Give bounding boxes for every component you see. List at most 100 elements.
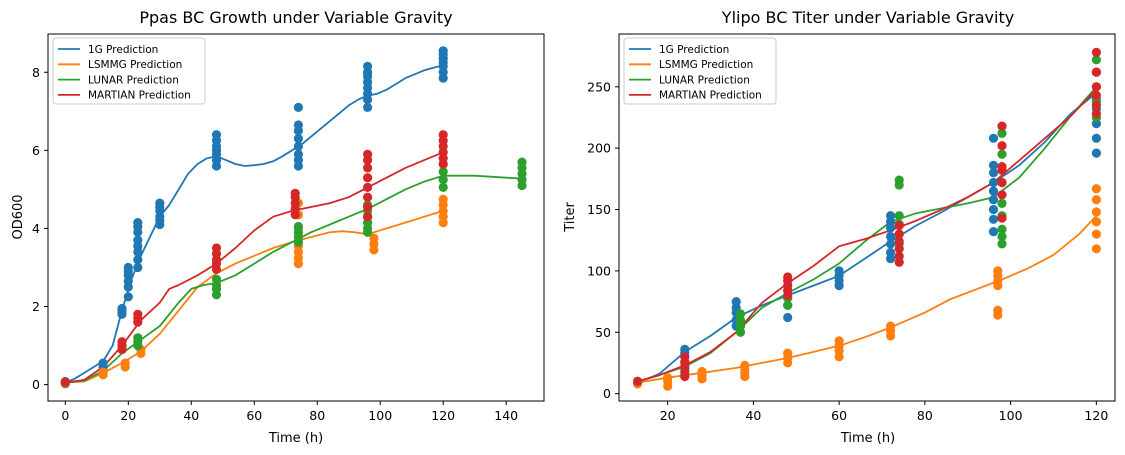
data-point	[735, 309, 746, 319]
data-point	[894, 229, 904, 239]
data-point	[1091, 195, 1101, 205]
data-point	[133, 309, 143, 319]
data-point	[894, 211, 904, 221]
x-tick-label: 60	[246, 408, 262, 423]
y-tick-label: 2	[32, 299, 40, 314]
data-point	[886, 247, 896, 258]
plot-frame	[618, 33, 1116, 402]
data-point	[363, 173, 373, 183]
x-axis-label: Time (h)	[268, 431, 323, 446]
data-point	[1091, 100, 1101, 110]
data-point	[997, 162, 1007, 172]
data-point	[663, 373, 673, 383]
data-point	[438, 182, 448, 192]
series-line-2	[637, 86, 1098, 383]
data-point	[1091, 47, 1101, 58]
x-tick-label: 0	[61, 408, 69, 423]
data-point	[1091, 148, 1101, 158]
data-point	[1091, 217, 1101, 227]
data-point	[363, 182, 373, 192]
x-tick-label: 100	[999, 408, 1023, 423]
data-point	[438, 46, 448, 56]
x-tick-label: 80	[309, 408, 325, 423]
data-point	[997, 121, 1007, 131]
x-tick-label: 120	[431, 408, 455, 423]
data-point	[697, 366, 707, 377]
y-tick-label: 0	[32, 377, 40, 392]
legend-label: 1G Prediction	[88, 44, 158, 56]
data-point	[438, 167, 448, 177]
data-point	[117, 337, 127, 347]
data-point	[1091, 207, 1101, 217]
data-point	[293, 149, 303, 159]
data-point	[117, 303, 127, 314]
data-point	[133, 255, 143, 265]
data-point	[98, 367, 108, 377]
legend-box	[52, 37, 206, 105]
data-point	[133, 235, 143, 245]
data-point	[988, 160, 999, 170]
legend-label: LSMMG Prediction	[88, 59, 182, 71]
data-point	[211, 243, 222, 253]
data-point	[783, 312, 793, 323]
legend-label: LSMMG Prediction	[659, 59, 753, 71]
legend-label: MARTIAN Prediction	[88, 90, 191, 102]
data-point	[894, 220, 904, 231]
legend-label: LUNAR Prediction	[659, 74, 750, 86]
data-point	[997, 239, 1007, 249]
data-point	[886, 231, 896, 242]
data-point	[988, 177, 999, 188]
data-point	[517, 157, 527, 167]
data-point	[211, 274, 222, 284]
y-tick-label: 0	[603, 386, 611, 401]
data-point	[1091, 229, 1101, 239]
data-point	[293, 221, 303, 232]
data-point	[894, 251, 904, 261]
data-point	[438, 130, 448, 140]
data-point	[290, 188, 300, 198]
data-point	[740, 360, 750, 370]
data-point	[1091, 133, 1101, 143]
data-point	[997, 190, 1007, 200]
x-tick-label: 20	[120, 408, 136, 423]
x-axis-label: Time (h)	[840, 431, 895, 446]
data-point	[997, 149, 1007, 159]
data-point	[123, 262, 133, 273]
data-point	[293, 120, 303, 130]
data-point	[894, 236, 904, 246]
data-point	[886, 239, 896, 249]
series-line-1	[65, 210, 444, 384]
data-point	[98, 358, 108, 368]
data-point	[293, 141, 303, 151]
data-point	[133, 262, 143, 273]
y-tick-label: 150	[587, 202, 611, 217]
data-point	[886, 211, 896, 221]
series-line-3	[637, 88, 1098, 383]
data-point	[997, 177, 1007, 188]
data-point	[438, 194, 448, 204]
y-axis-label: OD600	[11, 194, 26, 239]
x-tick-label: 40	[745, 408, 761, 423]
data-point	[120, 358, 130, 368]
data-point	[997, 231, 1007, 242]
data-point	[988, 186, 999, 196]
data-point	[988, 214, 999, 224]
x-tick-label: 20	[660, 408, 676, 423]
data-point	[1091, 55, 1101, 65]
data-point	[988, 168, 999, 178]
legend-box	[623, 37, 777, 105]
titer-chart: Ylipo BC Titer under Variable Gravity 20…	[563, 8, 1116, 446]
data-point	[363, 163, 373, 173]
data-point	[680, 344, 690, 354]
data-point	[834, 266, 844, 276]
data-point	[363, 61, 373, 71]
data-point	[1091, 90, 1101, 100]
x-tick-label: 120	[1084, 408, 1108, 423]
data-point	[211, 130, 222, 140]
data-point	[731, 297, 741, 307]
series-line-1	[637, 215, 1098, 384]
data-point	[834, 336, 844, 346]
x-tick-label: 100	[368, 408, 392, 423]
data-point	[438, 175, 448, 185]
